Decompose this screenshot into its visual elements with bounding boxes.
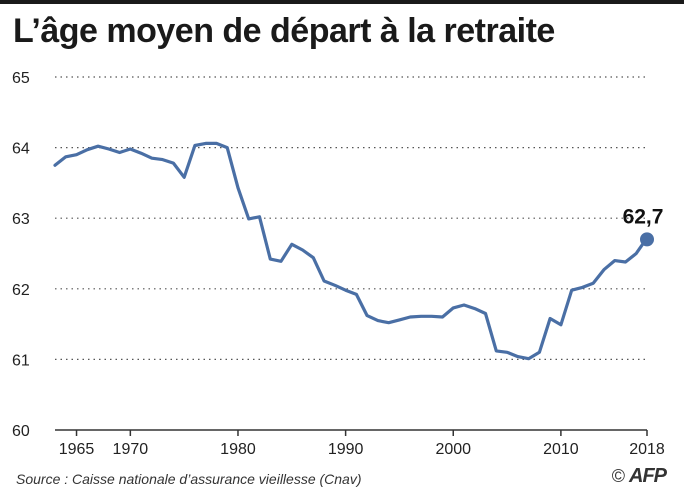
y-tick-label: 65 [12, 70, 30, 87]
credit: © AFP [611, 465, 667, 488]
x-tick-label: 1970 [113, 441, 149, 458]
chart-title: L’âge moyen de départ à la retraite [13, 12, 555, 50]
top-bar [0, 0, 684, 4]
y-tick-label: 61 [12, 352, 30, 369]
end-point-label: 62,7 [623, 205, 664, 228]
x-tick-label: 1965 [59, 441, 95, 458]
agency-logo: AFP [629, 465, 667, 487]
grid-lines [55, 76, 647, 360]
x-tick-label: 1980 [220, 441, 256, 458]
y-axis: 60 61 62 63 64 65 [12, 70, 30, 440]
series-line [53, 141, 649, 361]
x-tick-label: 2000 [435, 441, 471, 458]
y-tick-label: 64 [12, 141, 30, 158]
x-tick-label: 2018 [629, 441, 665, 458]
line-chart: 60 61 62 63 64 65 1965 1970 1980 1990 2000 2010 201… [12, 70, 665, 458]
x-tick-label: 2010 [543, 441, 579, 458]
y-tick-label: 63 [12, 211, 30, 228]
y-tick-label: 60 [12, 423, 30, 440]
x-axis: 1965 1970 1980 1990 2000 2010 2018 [55, 429, 665, 458]
copyright-symbol: © [611, 466, 625, 486]
x-tick-label: 1990 [328, 441, 364, 458]
end-point-marker [640, 232, 654, 247]
y-tick-label: 62 [12, 282, 30, 299]
source-note: Source : Caisse nationale d’assurance vi… [16, 471, 362, 487]
